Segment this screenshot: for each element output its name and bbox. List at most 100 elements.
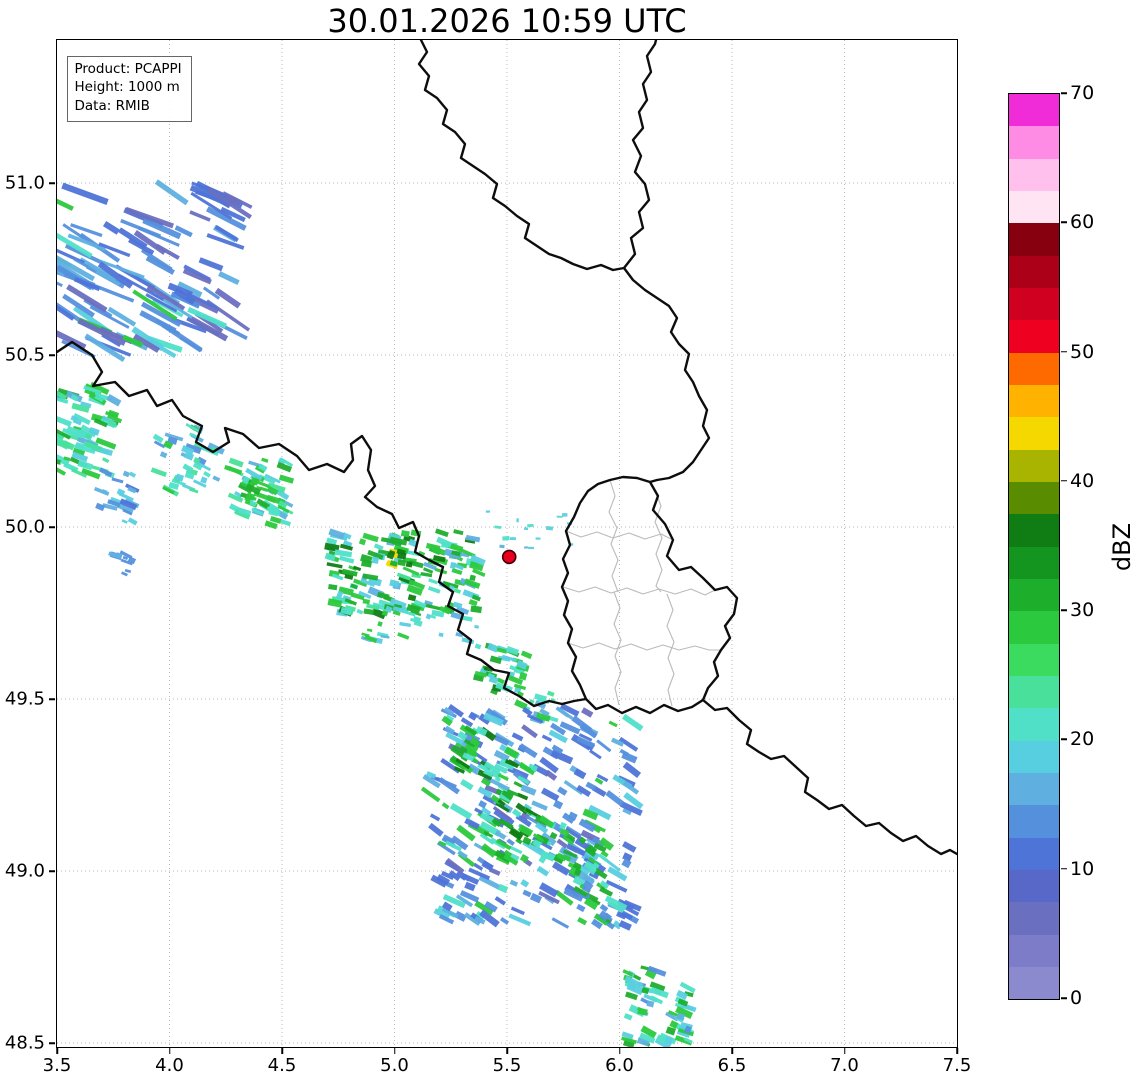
radar-echo-cell xyxy=(396,572,411,581)
radar-echo-cell xyxy=(106,498,121,507)
radar-echo-cell xyxy=(578,817,596,832)
radar-echo-cell xyxy=(111,476,123,483)
radar-echo-cell xyxy=(494,801,510,812)
radar-echo-cell xyxy=(176,280,202,298)
radar-echo-cell xyxy=(198,256,223,271)
radar-echo-cell xyxy=(131,289,178,321)
colorbar-segment xyxy=(1009,158,1059,191)
radar-echo-cell xyxy=(245,491,255,500)
radar-echo-cell xyxy=(56,414,72,427)
radar-echo-cell xyxy=(456,730,468,741)
radar-echo-cell xyxy=(591,785,606,797)
radar-echo-cell xyxy=(518,671,527,680)
radar-echo-cell xyxy=(89,305,130,329)
radar-echo-cell xyxy=(76,459,93,470)
radar-echo-cell xyxy=(438,913,454,924)
radar-echo-cell xyxy=(56,228,93,258)
colorbar-segment xyxy=(1009,578,1059,612)
radar-echo-cell xyxy=(474,670,487,677)
radar-echo-cell xyxy=(471,567,486,577)
radar-echo-cell xyxy=(492,805,512,821)
radar-echo-cell xyxy=(173,287,196,305)
radar-echo-cell xyxy=(400,529,410,537)
radar-echo-cell xyxy=(466,747,478,758)
radar-echo-cell xyxy=(406,583,423,596)
radar-echo-cell xyxy=(396,558,406,566)
x-tick-label: 6.0 xyxy=(605,1055,634,1076)
y-tick-mark xyxy=(49,354,55,356)
radar-echo-cell xyxy=(606,865,627,881)
radar-echo-cell xyxy=(331,572,344,580)
radar-echo-cell xyxy=(388,549,395,556)
radar-echo-cell xyxy=(493,762,508,774)
radar-echo-cell xyxy=(174,473,184,482)
radar-echo-cell xyxy=(188,487,199,493)
radar-echo-cell xyxy=(140,301,181,327)
radar-echo-cell xyxy=(384,605,393,613)
radar-echo-cell xyxy=(90,282,134,303)
radar-echo-cell xyxy=(645,999,654,1007)
radar-echo-cell xyxy=(69,414,78,422)
radar-echo-cell xyxy=(619,800,643,816)
radar-echo-cell xyxy=(56,437,71,449)
radar-echo-cell xyxy=(461,751,475,762)
radar-echo-cell xyxy=(107,420,117,428)
radar-echo-cell xyxy=(599,879,609,889)
district-border xyxy=(565,529,673,540)
radar-echo-cell xyxy=(449,802,472,820)
radar-echo-cell xyxy=(463,577,480,589)
radar-echo-cell xyxy=(593,842,607,852)
radar-echo-cell xyxy=(620,857,632,868)
radar-echo-cell xyxy=(591,836,605,847)
radar-echo-cell xyxy=(488,867,501,876)
radar-echo-cell xyxy=(471,757,479,764)
radar-echo-cell xyxy=(150,466,167,477)
radar-echo-cell xyxy=(538,707,550,717)
radar-echo-cell xyxy=(540,787,559,801)
radar-echo-cell xyxy=(80,467,101,479)
radar-echo-cell xyxy=(412,615,421,621)
radar-echo-cell xyxy=(595,738,611,752)
radar-echo-cell xyxy=(76,317,126,346)
colorbar-tick-label: 30 xyxy=(1070,599,1095,622)
radar-echo-cell xyxy=(434,527,449,537)
radar-echo-cell xyxy=(535,536,541,540)
radar-echo-cell xyxy=(205,205,247,231)
radar-echo-cell xyxy=(217,270,240,285)
radar-echo-cell xyxy=(600,849,609,858)
colorbar-tick-mark xyxy=(1061,997,1067,999)
radar-echo-cell xyxy=(562,848,578,858)
radar-echo-cell xyxy=(469,554,486,566)
radar-echo-cell xyxy=(93,394,104,402)
radar-echo-cell xyxy=(559,720,580,735)
radar-echo-cell xyxy=(473,915,486,925)
radar-echo-cell xyxy=(422,561,437,570)
radar-echo-cell xyxy=(459,889,479,903)
radar-echo-cell xyxy=(538,881,558,897)
radar-echo-cell xyxy=(441,907,459,918)
radar-echo-cell xyxy=(640,1024,657,1038)
x-tick-mark xyxy=(281,1048,283,1054)
radar-echo-cell xyxy=(407,593,416,601)
radar-echo-cell xyxy=(373,542,384,551)
radar-echo-cell xyxy=(430,609,444,617)
radar-echo-cell xyxy=(564,827,583,841)
radar-echo-cell xyxy=(192,478,207,488)
radar-echo-cell xyxy=(145,283,185,312)
radar-echo-cell xyxy=(97,241,130,257)
radar-echo-cell xyxy=(355,608,363,615)
colorbar-segment xyxy=(1009,320,1059,353)
radar-echo-cell xyxy=(363,633,377,643)
radar-echo-cell xyxy=(494,895,506,905)
radar-echo-cell xyxy=(453,910,467,922)
radar-echo-cell xyxy=(480,859,494,871)
radar-echo-cell xyxy=(495,838,512,850)
radar-echo-cell xyxy=(56,394,68,404)
radar-echo-cell xyxy=(626,982,644,995)
x-tick-mark xyxy=(956,1048,958,1054)
radar-echo-cell xyxy=(420,786,440,802)
colorbar-segment xyxy=(1009,708,1059,741)
radar-echo-cell xyxy=(683,1036,693,1044)
radar-echo-cell xyxy=(276,499,288,510)
radar-echo-cell xyxy=(182,267,212,284)
